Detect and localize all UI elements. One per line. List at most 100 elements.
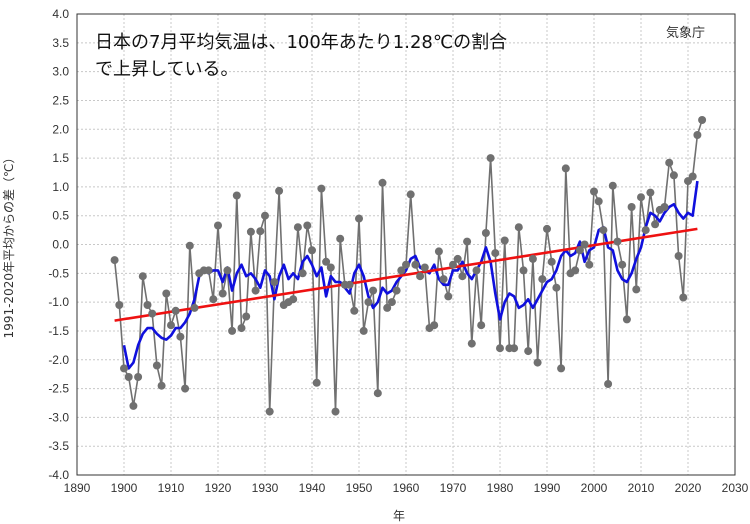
x-tick-label: 2010 xyxy=(628,481,655,495)
annual-data-point xyxy=(430,321,439,330)
annual-data-point xyxy=(373,389,382,398)
trend-line xyxy=(114,227,698,322)
annual-data-point xyxy=(458,272,467,281)
annual-data-point xyxy=(637,193,645,202)
annual-data-point xyxy=(181,384,190,393)
annual-data-point xyxy=(627,203,636,211)
annual-data-point xyxy=(237,324,246,333)
annual-data-point xyxy=(533,358,542,367)
annual-data-point xyxy=(152,361,161,370)
annual-data-point xyxy=(496,344,504,353)
annual-data-point xyxy=(420,263,429,272)
annual-data-point xyxy=(674,252,683,260)
annual-data-point xyxy=(552,283,561,292)
x-tick-label: 2030 xyxy=(722,481,749,495)
annual-data-point xyxy=(594,197,603,206)
annual-data-point xyxy=(392,286,401,295)
annual-data-point xyxy=(157,381,166,390)
annual-data-point xyxy=(608,181,617,190)
annual-data-point xyxy=(209,295,218,304)
annual-data-point xyxy=(369,286,378,295)
annual-data-point xyxy=(698,116,707,124)
annual-data-point xyxy=(660,203,669,211)
annual-data-point xyxy=(251,286,260,295)
y-tick-label: -2.5 xyxy=(48,382,69,396)
annual-data-point xyxy=(453,254,462,263)
annual-data-point xyxy=(275,186,284,195)
annual-data-point xyxy=(326,263,335,272)
y-tick-label: -3.5 xyxy=(48,439,69,453)
x-tick-label: 1970 xyxy=(440,481,467,495)
annual-data-point xyxy=(387,298,396,307)
x-tick-label: 1920 xyxy=(205,481,232,495)
annual-data-point xyxy=(228,326,237,335)
annual-data-point xyxy=(486,154,495,163)
data-series xyxy=(110,116,707,416)
annual-data-point xyxy=(528,254,537,263)
annual-data-point xyxy=(641,226,650,235)
annual-data-point xyxy=(590,187,598,196)
x-tick-label: 1980 xyxy=(487,481,514,495)
annual-data-point xyxy=(467,339,476,348)
y-tick-label: 3.5 xyxy=(52,36,69,50)
y-tick-label: 1.0 xyxy=(52,180,69,194)
annual-data-point xyxy=(124,373,133,381)
annual-data-point xyxy=(120,364,128,373)
y-tick-label: 0.0 xyxy=(52,238,69,252)
annual-data-point xyxy=(402,260,410,269)
annual-data-point xyxy=(364,298,373,307)
annual-data-point xyxy=(289,295,298,304)
annual-data-point xyxy=(378,178,387,187)
x-tick-label: 1990 xyxy=(534,481,561,495)
y-tick-label: 1.5 xyxy=(52,151,69,165)
annual-data-point xyxy=(411,260,420,269)
annual-data-point xyxy=(416,272,425,281)
x-tick-label: 2000 xyxy=(581,481,608,495)
annual-data-point xyxy=(622,315,631,324)
annual-data-point xyxy=(439,275,448,284)
annual-data-point xyxy=(185,241,194,250)
annual-data-point xyxy=(110,256,119,265)
annual-data-point xyxy=(303,221,312,230)
annual-data-point xyxy=(519,266,528,275)
annual-data-point xyxy=(256,227,265,236)
annual-data-point xyxy=(383,303,392,312)
y-tick-label: -0.5 xyxy=(48,266,69,280)
x-tick-label: 1930 xyxy=(252,481,279,495)
annotation-line-1: 日本の7月平均気温は、100年あたり1.28℃の割合 xyxy=(95,32,507,53)
annual-data-point xyxy=(167,321,175,330)
annual-data-point xyxy=(171,306,180,315)
annual-data-point xyxy=(491,249,500,258)
annual-data-point xyxy=(571,266,580,275)
annual-data-point xyxy=(514,223,523,232)
annual-data-point xyxy=(665,158,674,167)
annual-data-point xyxy=(444,292,453,301)
annual-data-point xyxy=(500,236,509,245)
annual-data-point xyxy=(688,172,697,181)
annual-data-point xyxy=(176,332,185,341)
y-tick-label: -4.0 xyxy=(48,468,69,482)
x-tick-label: 1900 xyxy=(111,481,138,495)
annual-data-point xyxy=(434,247,443,256)
annual-data-point xyxy=(538,275,547,284)
annual-data-point xyxy=(350,306,359,315)
y-tick-labels: -4.0 -3.5 -3.0 -2.5 -2.0 -1.5 -1.0 -0.5 0.0 0.5 1.… xyxy=(48,7,69,482)
x-tick-label: 1940 xyxy=(299,481,326,495)
x-tick-label: 2020 xyxy=(675,481,702,495)
y-tick-label: 2.5 xyxy=(52,93,69,107)
annual-data-point xyxy=(472,266,481,275)
annual-data-point xyxy=(463,237,472,246)
annual-data-point xyxy=(359,326,368,335)
annual-data-point xyxy=(397,266,406,275)
annual-data-point xyxy=(162,289,171,298)
annual-data-point xyxy=(585,260,594,269)
annual-data-point xyxy=(561,164,570,173)
annual-data-point xyxy=(669,171,678,180)
annual-data-point xyxy=(143,301,152,309)
y-tick-label: -2.0 xyxy=(48,353,69,367)
credit-label: 気象庁 xyxy=(666,25,705,41)
annotation-line-2: で上昇している。 xyxy=(95,59,238,80)
annual-data-point xyxy=(651,220,660,229)
annual-data-point xyxy=(148,309,157,318)
